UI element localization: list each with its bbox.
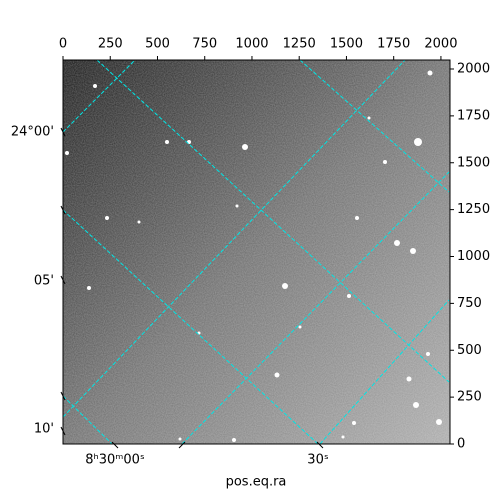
star [274, 372, 280, 378]
wcs-y-tick-label: 10' [34, 422, 54, 437]
x-axis-label: pos.eq.ra [226, 475, 287, 490]
star [235, 204, 239, 208]
star [410, 248, 416, 254]
coordinate-grid [63, 60, 450, 444]
x-tick-label: 1500 [330, 37, 363, 52]
star [165, 140, 169, 144]
star [426, 352, 430, 356]
grid-line [299, 60, 450, 193]
y-tick-label: 2000 [457, 62, 490, 77]
x-tick-label: 750 [192, 37, 217, 52]
x-tick-label: 1750 [377, 37, 410, 52]
image-noise [63, 60, 450, 444]
grid-line [181, 171, 450, 444]
x-tick-label: 500 [145, 37, 170, 52]
wcs-tick [316, 441, 324, 449]
axes-frame [62, 59, 451, 445]
y-tick-label: 1000 [457, 249, 490, 264]
star [414, 138, 422, 146]
image [63, 60, 450, 444]
x-tick-label: 1000 [235, 37, 268, 52]
y-tick-label: 500 [457, 343, 482, 358]
star [232, 438, 236, 442]
wcs-tick [111, 441, 119, 449]
star [282, 283, 288, 289]
y-tick-label: 0 [457, 437, 465, 452]
wcs-y-tick-label: 05' [34, 274, 54, 289]
wcs-tick [60, 275, 66, 285]
wcs-x-tick-label: 30ˢ [307, 453, 329, 468]
wcs-ticks [60, 127, 324, 449]
x-tick-label: 2000 [424, 37, 457, 52]
wcs-tick [178, 441, 186, 449]
wcs-tick [60, 391, 66, 401]
star [436, 419, 442, 425]
wcs-y-tick-label: 24°00' [11, 125, 54, 140]
star [65, 151, 69, 155]
y-tick-label: 250 [457, 390, 482, 405]
star [178, 437, 182, 441]
x-tick-label: 1250 [283, 37, 316, 52]
stars [65, 70, 442, 442]
star [413, 402, 419, 408]
star [427, 70, 433, 76]
star [394, 240, 400, 246]
y-tick-label: 1500 [457, 155, 490, 170]
star [137, 220, 141, 224]
grid-line [319, 299, 450, 444]
wcs-x-tick-label: 8ʰ30ᵐ00ˢ [85, 453, 145, 468]
wcs-tick [60, 127, 66, 137]
star [93, 84, 97, 88]
grid-line [96, 60, 450, 383]
star [352, 421, 356, 425]
star [105, 216, 109, 220]
y-tick-label: 1250 [457, 202, 490, 217]
wcs-tick [60, 205, 66, 215]
grid-line [63, 60, 136, 133]
star [355, 216, 359, 220]
star [242, 144, 248, 150]
x-tick-label: 250 [98, 37, 123, 52]
wcs-tick [60, 426, 66, 436]
star [298, 325, 302, 329]
star [367, 116, 371, 120]
x-tick-label: 0 [59, 37, 67, 52]
star [406, 376, 412, 382]
star [87, 286, 91, 290]
grid-line [63, 395, 113, 444]
y-tick-label: 1750 [457, 108, 490, 123]
grid-line [63, 60, 406, 418]
star [347, 294, 351, 298]
grid-line [63, 209, 319, 444]
star [383, 160, 387, 164]
star [341, 435, 345, 439]
y-tick-label: 750 [457, 296, 482, 311]
